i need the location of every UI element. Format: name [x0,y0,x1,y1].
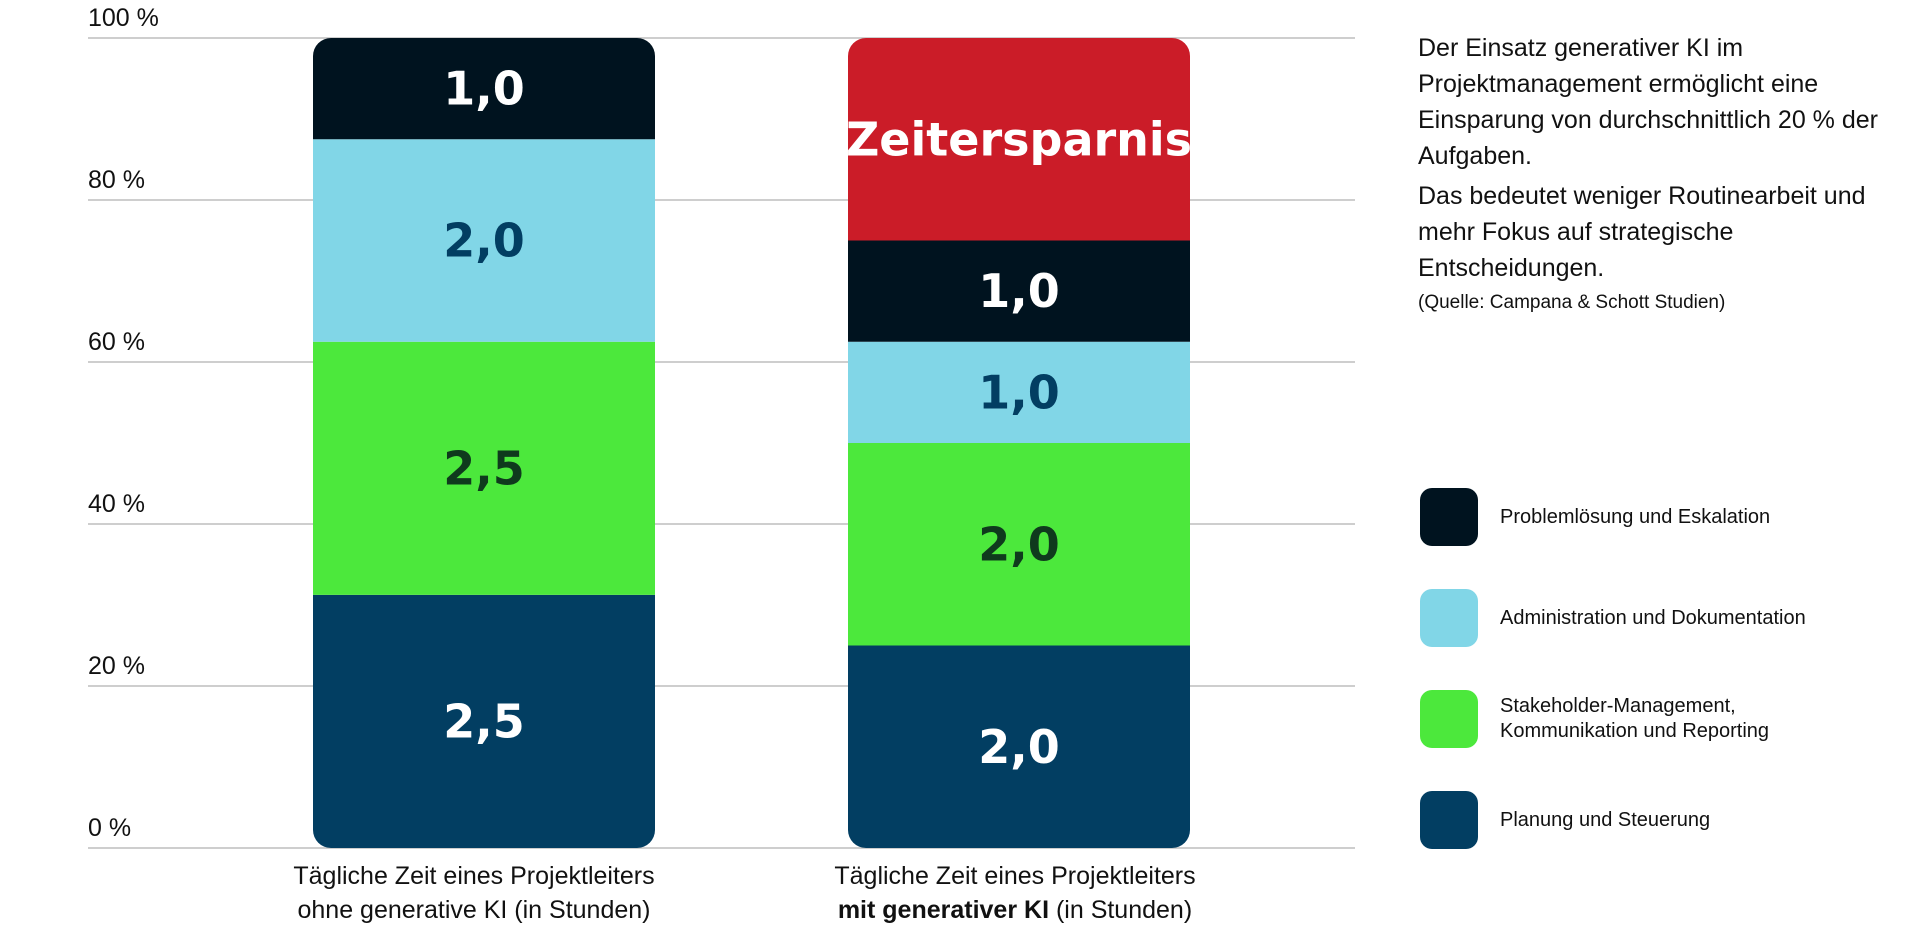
data-label: 2,0 [978,517,1060,571]
y-tick-label: 40 % [88,490,145,518]
bar-segment [313,38,655,140]
data-label: 1,0 [443,62,525,116]
bar-segment [848,341,1190,443]
legend-swatch [1420,791,1478,849]
x-category-label-with-ai: Tägliche Zeit eines Projektleiters mit g… [755,859,1275,927]
legend-swatch [1420,488,1478,546]
category-line-2: mit generativer KI (in Stunden) [755,893,1275,927]
category-line-1: Tägliche Zeit eines Projektleiters [834,862,1196,890]
bar-segment [313,341,655,595]
legend-item: Problemlösung und Eskalation [1420,488,1770,546]
bar-segment [848,443,1190,646]
info-text-block: Der Einsatz generativer KI im Projektman… [1418,30,1898,320]
y-tick-label: 0 % [88,814,131,842]
bar-segment [313,594,655,848]
category-line-1: Tägliche Zeit eines Projektleiters [293,862,655,890]
legend-label: Administration und Dokumentation [1500,606,1806,629]
bars: 2,5 2,5 2,0 1,0 2,0 2,0 1,0 1,0 Zeitersparnis [313,38,1192,848]
y-axis-ticks: 0 % 20 % 40 % 60 % 80 % 100 % [88,4,159,842]
legend-label: Problemlösung und Eskalation [1500,505,1771,528]
y-tick-label: 60 % [88,328,145,356]
legend-item: Administration und Dokumentation [1420,589,1806,647]
data-label: 2,5 [443,694,525,748]
y-tick-label: 20 % [88,652,145,680]
y-tick-label: 80 % [88,166,145,194]
bar-stack [313,38,655,848]
category-line-2: ohne generative KI (in Stunden) [297,896,651,924]
legend-label: Stakeholder-Management, Kommunikation un… [1500,695,1770,742]
x-category-label-without-ai: Tägliche Zeit eines Projektleiters ohne … [214,859,734,927]
data-label: 2,5 [443,441,525,495]
info-source: (Quelle: Campana & Schott Studien) [1418,292,1726,313]
legend-swatch [1420,690,1478,748]
stacked-bar-chart: 2,5 2,5 2,0 1,0 2,0 2,0 1,0 1,0 Zeitersparnis 0 … [88,4,1355,849]
info-paragraph-2: Das bedeutet weniger Routinearbeit und m… [1418,182,1866,282]
bar-segment [848,645,1190,848]
bar-stack [848,38,1190,848]
category-rest-part: (in Stunden) [1049,896,1193,924]
info-paragraph-1: Der Einsatz generativer KI im Projektman… [1418,34,1878,170]
savings-segment [848,38,1190,241]
legend-label: Planung und Steuerung [1500,808,1711,831]
bar-segment [848,240,1190,342]
savings-label: Zeitersparnis [846,112,1192,166]
bar-segment [313,139,655,342]
legend-item: Planung und Steuerung [1420,791,1710,849]
category-bold-part: mit generativer KI [837,896,1050,924]
data-label: 1,0 [978,264,1060,318]
data-label: 1,0 [978,365,1060,419]
y-tick-label: 100 % [88,4,159,32]
data-label: 2,0 [443,214,525,268]
legend-item: Stakeholder-Management, Kommunikation un… [1420,690,1769,748]
legend-swatch [1420,589,1478,647]
data-label: 2,0 [978,720,1060,774]
